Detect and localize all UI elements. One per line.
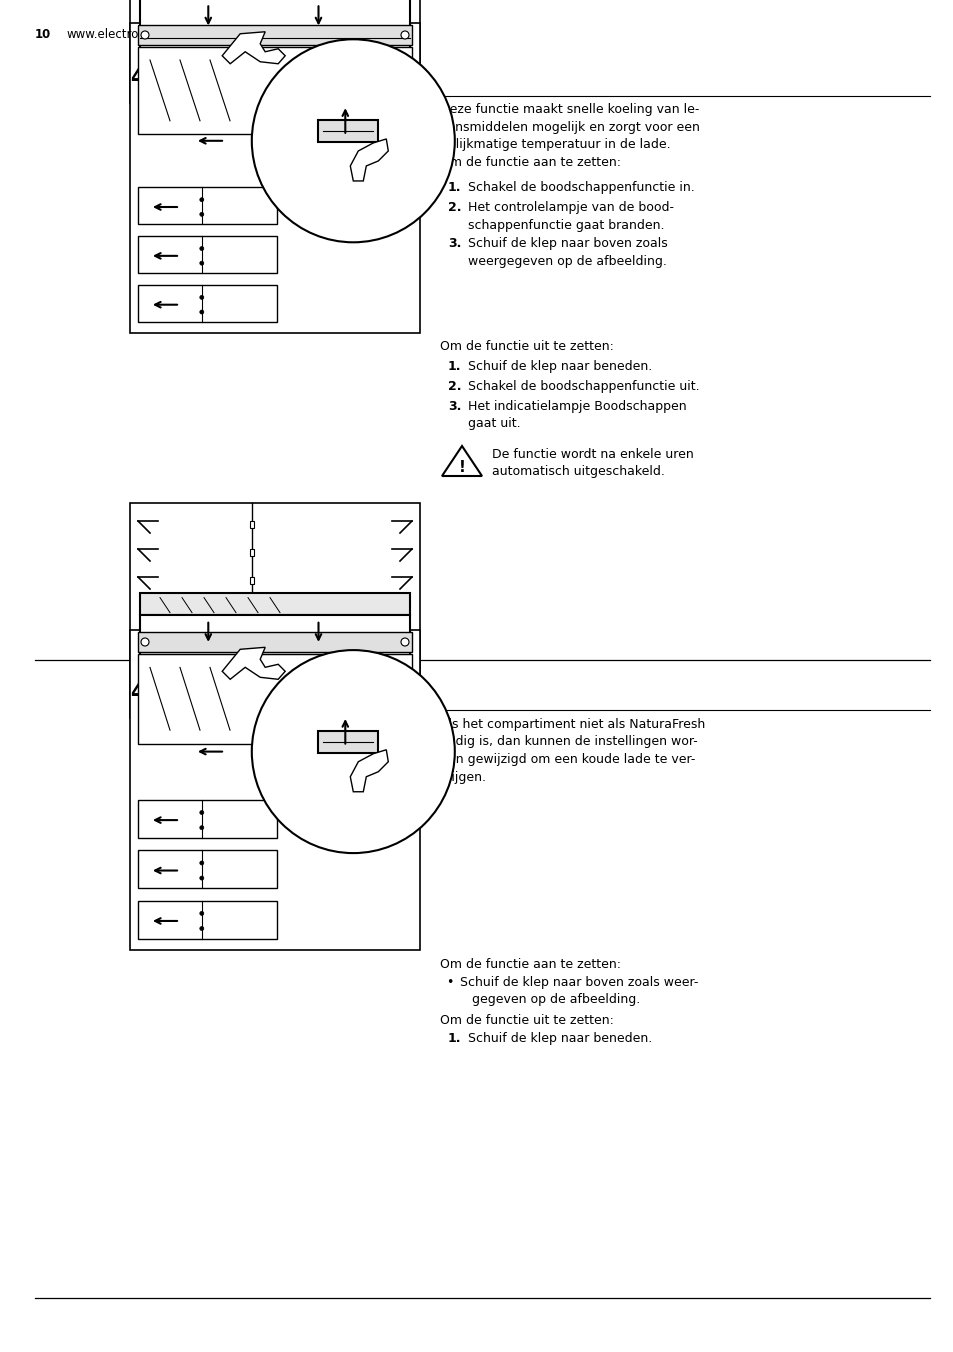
- Text: 10: 10: [35, 28, 51, 41]
- Bar: [130, 503, 419, 718]
- Polygon shape: [350, 139, 388, 181]
- Text: 4.4: 4.4: [130, 683, 167, 703]
- Circle shape: [252, 39, 455, 242]
- Bar: [250, 577, 253, 584]
- Bar: [138, 24, 412, 45]
- Text: Als het compartiment niet als NaturaFresh
nodig is, dan kunnen de instellingen w: Als het compartiment niet als NaturaFres…: [439, 718, 704, 784]
- Bar: [140, 594, 410, 615]
- Circle shape: [199, 811, 204, 814]
- Text: Schakel de boodschappenfunctie in.: Schakel de boodschappenfunctie in.: [468, 181, 694, 193]
- Circle shape: [199, 876, 204, 880]
- Text: 2.: 2.: [448, 201, 461, 214]
- Circle shape: [141, 638, 149, 646]
- Bar: [250, 521, 253, 529]
- Circle shape: [199, 212, 204, 216]
- Circle shape: [199, 261, 204, 265]
- Bar: [140, 93, 410, 101]
- Bar: [318, 120, 378, 142]
- Text: Schuif de klep naar beneden.: Schuif de klep naar beneden.: [468, 360, 652, 373]
- Bar: [138, 654, 412, 744]
- Polygon shape: [441, 446, 481, 476]
- Bar: [138, 47, 412, 134]
- Text: 4.3: 4.3: [130, 68, 167, 88]
- Text: 3.: 3.: [448, 400, 461, 412]
- Bar: [140, 615, 410, 700]
- Bar: [130, 630, 419, 950]
- Polygon shape: [222, 31, 285, 64]
- Text: •: •: [446, 976, 453, 990]
- Text: 1.: 1.: [448, 360, 461, 373]
- Text: Deze functie maakt snelle koeling van le-
vensmiddelen mogelijk en zorgt voor ee: Deze functie maakt snelle koeling van le…: [439, 103, 700, 169]
- Bar: [140, 0, 410, 85]
- Bar: [130, 0, 419, 103]
- Text: !: !: [458, 460, 465, 475]
- Text: Schuif de klep naar boven zoals
weergegeven op de afbeelding.: Schuif de klep naar boven zoals weergege…: [468, 237, 667, 268]
- Text: Om de functie uit te zetten:: Om de functie uit te zetten:: [439, 1014, 613, 1028]
- Bar: [138, 800, 277, 838]
- Text: 2.: 2.: [448, 380, 461, 393]
- Bar: [140, 708, 410, 717]
- Bar: [318, 730, 378, 753]
- Bar: [138, 188, 277, 224]
- Circle shape: [199, 197, 204, 201]
- Text: www.electrolux.com: www.electrolux.com: [67, 28, 186, 41]
- Polygon shape: [222, 648, 285, 679]
- Circle shape: [252, 650, 455, 853]
- Text: NaturaFresh lade: NaturaFresh lade: [166, 68, 350, 88]
- Circle shape: [199, 246, 204, 250]
- Bar: [138, 285, 277, 322]
- Text: 1.: 1.: [448, 1032, 461, 1045]
- Circle shape: [199, 926, 204, 930]
- Circle shape: [199, 911, 204, 915]
- Text: Om de functie aan te zetten:: Om de functie aan te zetten:: [439, 959, 620, 971]
- Text: Schuif de klep naar boven zoals weer-
   gegeven op de afbeelding.: Schuif de klep naar boven zoals weer- ge…: [459, 976, 698, 1006]
- Circle shape: [400, 31, 409, 39]
- Bar: [130, 23, 419, 333]
- Bar: [138, 850, 277, 888]
- Text: Het indicatielampje Boodschappen
gaat uit.: Het indicatielampje Boodschappen gaat ui…: [468, 400, 686, 430]
- Text: 1.: 1.: [448, 181, 461, 193]
- Polygon shape: [350, 750, 388, 792]
- Text: De functie wordt na enkele uren
automatisch uitgeschakeld.: De functie wordt na enkele uren automati…: [492, 448, 693, 479]
- Bar: [138, 237, 277, 273]
- Text: Het controlelampje van de bood-
schappenfunctie gaat branden.: Het controlelampje van de bood- schappen…: [468, 201, 673, 231]
- Text: Schuif de klep naar beneden.: Schuif de klep naar beneden.: [468, 1032, 652, 1045]
- Circle shape: [400, 638, 409, 646]
- Circle shape: [141, 31, 149, 39]
- Text: Om de functie uit te zetten:: Om de functie uit te zetten:: [439, 339, 613, 353]
- Bar: [250, 549, 253, 556]
- Circle shape: [199, 826, 204, 830]
- Bar: [138, 900, 277, 938]
- Text: FreshZone Stand: FreshZone Stand: [166, 683, 348, 703]
- Circle shape: [199, 310, 204, 314]
- Bar: [138, 631, 412, 652]
- Circle shape: [199, 861, 204, 865]
- Text: Schakel de boodschappenfunctie uit.: Schakel de boodschappenfunctie uit.: [468, 380, 699, 393]
- Circle shape: [199, 295, 204, 299]
- Text: 3.: 3.: [448, 237, 461, 250]
